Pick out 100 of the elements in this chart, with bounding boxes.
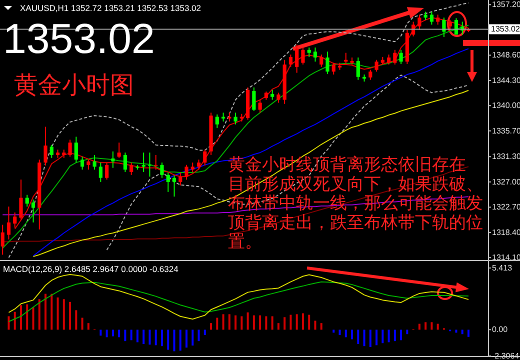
bar bbox=[351, 330, 354, 340]
bar bbox=[357, 330, 360, 344]
bar bbox=[216, 318, 218, 330]
candlestick bbox=[448, 19, 452, 30]
bar bbox=[173, 330, 176, 352]
bar bbox=[179, 330, 182, 351]
bar bbox=[167, 330, 170, 350]
bar bbox=[148, 330, 151, 345]
bar bbox=[26, 304, 28, 330]
bar bbox=[69, 302, 72, 330]
bar bbox=[259, 315, 262, 330]
candlestick bbox=[258, 99, 262, 114]
candlestick bbox=[19, 179, 23, 220]
bar bbox=[363, 330, 366, 346]
candlestick bbox=[160, 162, 164, 178]
candlestick bbox=[178, 172, 182, 186]
candlestick bbox=[270, 89, 274, 100]
bar bbox=[424, 322, 427, 330]
candlestick bbox=[288, 54, 293, 68]
bar bbox=[142, 330, 145, 344]
candlestick bbox=[430, 11, 434, 26]
bar bbox=[234, 315, 237, 330]
candlestick bbox=[117, 142, 121, 158]
bar bbox=[418, 324, 420, 330]
bar bbox=[436, 324, 439, 330]
candlestick bbox=[98, 162, 102, 182]
bar bbox=[252, 315, 255, 330]
candlestick bbox=[368, 69, 372, 80]
candlestick bbox=[80, 156, 84, 170]
candlestick bbox=[92, 154, 96, 170]
line-series bbox=[8, 274, 469, 320]
bar bbox=[87, 323, 90, 330]
candlestick bbox=[356, 57, 360, 80]
bar bbox=[14, 312, 16, 330]
bar bbox=[130, 330, 132, 340]
candlestick bbox=[203, 149, 207, 166]
bar bbox=[314, 320, 316, 330]
bar bbox=[112, 330, 114, 336]
annotation: 黄金小时图 bbox=[14, 72, 134, 99]
candlestick bbox=[190, 162, 194, 172]
bar bbox=[75, 310, 78, 330]
bar bbox=[222, 314, 224, 330]
bar bbox=[369, 330, 372, 348]
bar bbox=[455, 330, 458, 333]
bar bbox=[186, 330, 188, 348]
bar bbox=[8, 316, 10, 330]
bar bbox=[192, 330, 194, 346]
bar bbox=[246, 312, 249, 330]
bar bbox=[320, 323, 322, 330]
candlestick bbox=[332, 62, 336, 76]
bar bbox=[388, 330, 390, 342]
candlestick bbox=[301, 47, 305, 66]
annotation: 1353.02 bbox=[3, 15, 155, 62]
bar bbox=[302, 313, 304, 330]
bar bbox=[38, 299, 40, 330]
candlestick bbox=[123, 152, 127, 172]
candlestick bbox=[105, 162, 109, 180]
bar bbox=[344, 330, 347, 338]
candlestick bbox=[399, 49, 403, 64]
candlestick bbox=[44, 126, 48, 166]
bar bbox=[20, 305, 22, 330]
candlestick bbox=[307, 47, 311, 58]
bar bbox=[154, 330, 157, 346]
bar bbox=[160, 330, 163, 346]
bar bbox=[296, 314, 298, 330]
candlestick bbox=[184, 164, 188, 180]
candlestick bbox=[68, 139, 72, 158]
candlestick bbox=[276, 92, 280, 104]
candlestick bbox=[386, 54, 391, 66]
bar bbox=[210, 323, 212, 330]
bar bbox=[467, 330, 470, 337]
candlestick bbox=[326, 51, 330, 74]
bar bbox=[198, 330, 200, 342]
candlestick bbox=[436, 14, 440, 26]
bar bbox=[44, 294, 47, 330]
candlestick bbox=[234, 112, 238, 125]
bar bbox=[430, 322, 433, 330]
bar bbox=[204, 330, 206, 336]
bar bbox=[394, 330, 396, 342]
bar bbox=[118, 330, 120, 338]
candlestick bbox=[6, 206, 11, 240]
candlestick bbox=[252, 86, 256, 112]
line-series bbox=[8, 281, 469, 322]
bar bbox=[376, 330, 378, 346]
candlestick bbox=[196, 159, 201, 170]
bar bbox=[271, 316, 274, 330]
candlestick bbox=[374, 59, 378, 72]
bar bbox=[106, 330, 108, 338]
bar bbox=[284, 317, 286, 330]
bar bbox=[136, 330, 138, 342]
bar bbox=[56, 297, 59, 330]
candlestick bbox=[25, 194, 29, 208]
candlestick bbox=[74, 136, 78, 164]
candlestick bbox=[166, 172, 170, 192]
candlestick bbox=[215, 114, 219, 128]
bar bbox=[81, 318, 84, 330]
bar bbox=[382, 330, 384, 344]
candlestick bbox=[295, 44, 299, 74]
bar bbox=[332, 330, 335, 333]
bar bbox=[228, 314, 230, 330]
